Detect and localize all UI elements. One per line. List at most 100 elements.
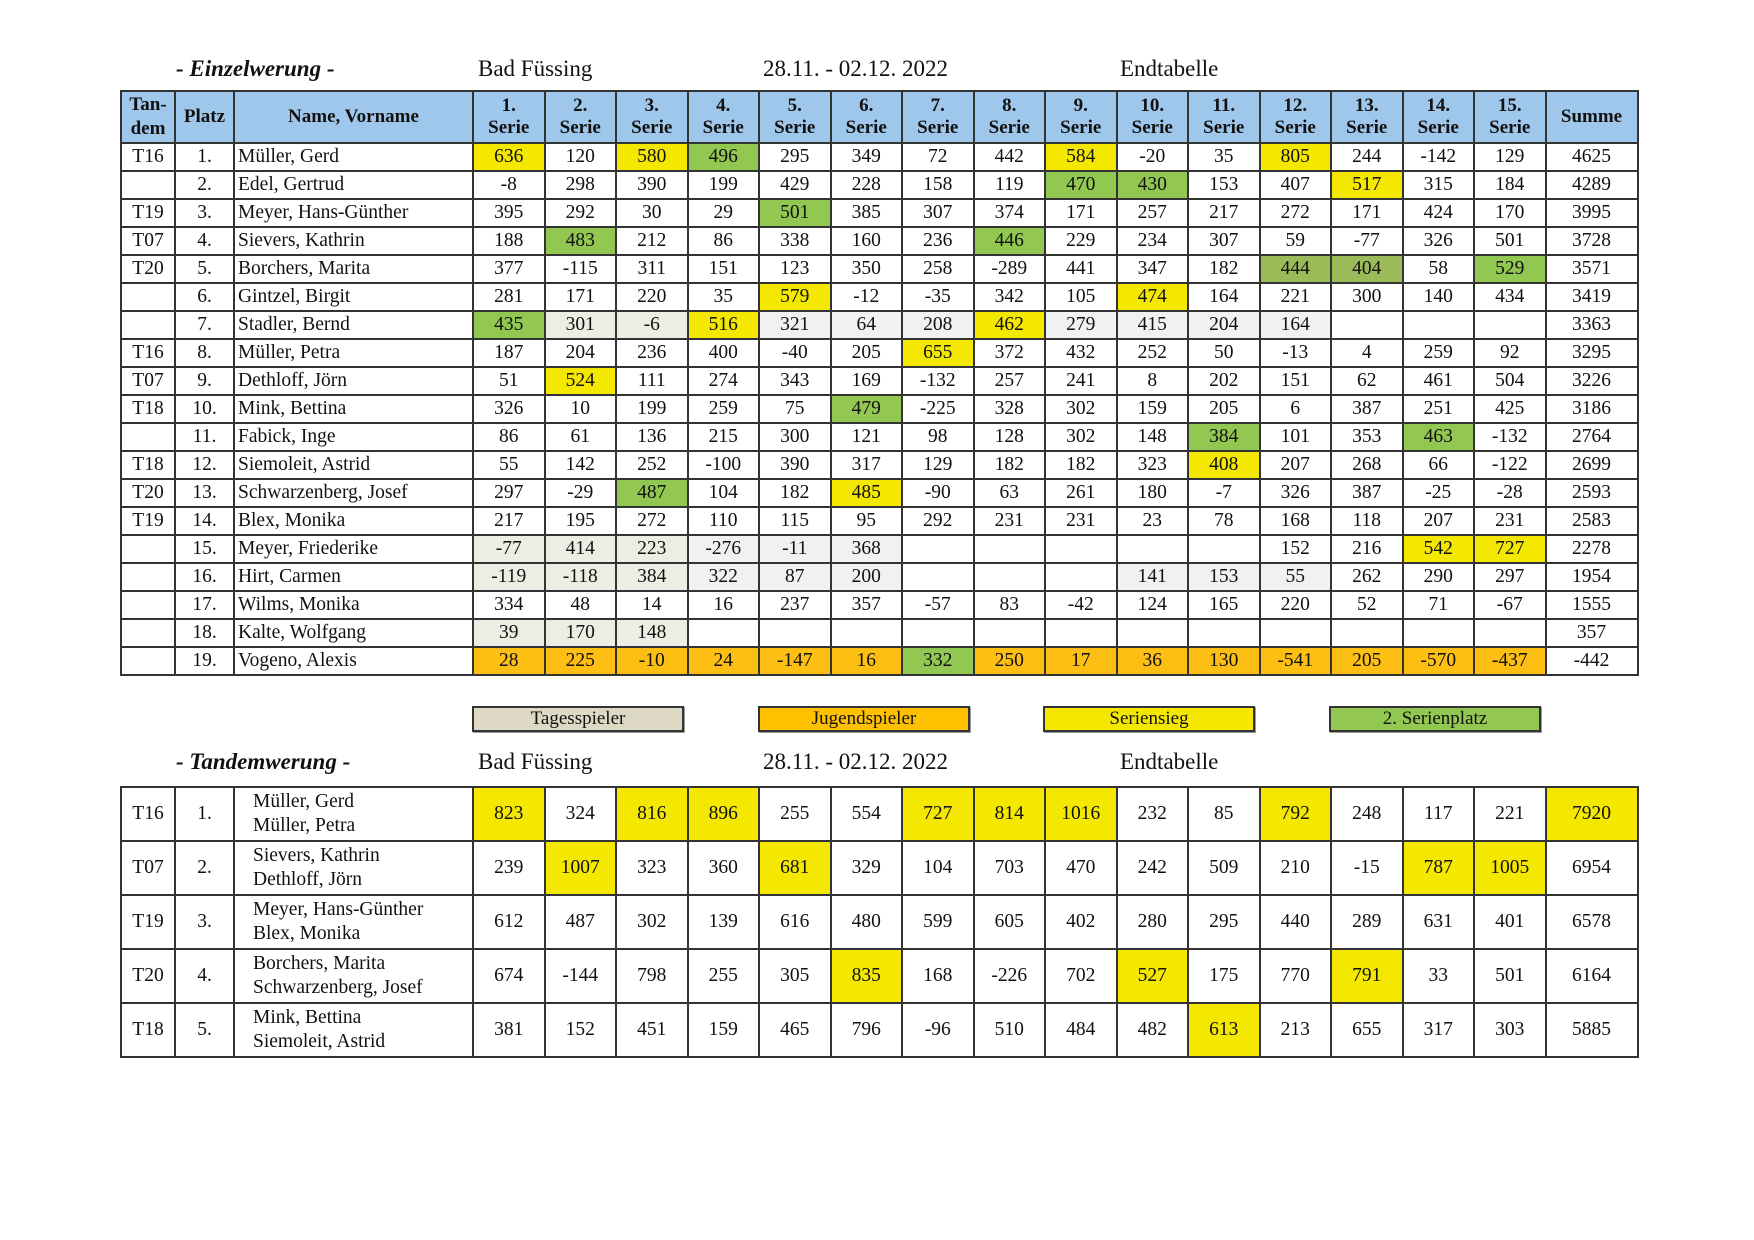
summe-cell: 3419 bbox=[1544, 282, 1639, 312]
serie-cell: 220 bbox=[1258, 590, 1332, 620]
header-serie-5: 5. Serie bbox=[758, 90, 832, 144]
summe-cell: 3728 bbox=[1544, 226, 1639, 256]
platz-cell: 3. bbox=[174, 894, 235, 950]
table-row: T16 1. Müller, Gerd 636 120 580 496 295 349 72 442… bbox=[120, 142, 1639, 172]
serie-cell: 814 bbox=[972, 786, 1046, 842]
serie-cell: 272 bbox=[1258, 198, 1332, 228]
serie-cell: 104 bbox=[901, 840, 975, 896]
serie-cell: 105 bbox=[1044, 282, 1118, 312]
serie-cell: 83 bbox=[972, 590, 1046, 620]
serie-cell: 213 bbox=[1258, 1002, 1332, 1058]
serie-cell: 338 bbox=[758, 226, 832, 256]
serie-cell: 484 bbox=[1044, 1002, 1118, 1058]
serie-cell: 298 bbox=[543, 170, 617, 200]
serie-cell: 121 bbox=[829, 422, 903, 452]
tandem-cell: T18 bbox=[120, 1002, 176, 1058]
serie-cell: 292 bbox=[543, 198, 617, 228]
serie-cell bbox=[1044, 618, 1118, 648]
serie-cell: 257 bbox=[1115, 198, 1189, 228]
serie-cell: 613 bbox=[1187, 1002, 1261, 1058]
serie-cell: 290 bbox=[1401, 562, 1475, 592]
serie-cell: 236 bbox=[615, 338, 689, 368]
serie-cell: 554 bbox=[829, 786, 903, 842]
serie-cell: 470 bbox=[1044, 840, 1118, 896]
serie-cell: 159 bbox=[1115, 394, 1189, 424]
summe-cell: -442 bbox=[1544, 646, 1639, 676]
serie-cell: 170 bbox=[1473, 198, 1547, 228]
serie-cell: 612 bbox=[472, 894, 546, 950]
tandem-cell bbox=[120, 422, 176, 452]
table-row: T07 2. Sievers, Kathrin Dethloff, Jörn 239 10… bbox=[120, 840, 1639, 896]
serie-cell: 75 bbox=[758, 394, 832, 424]
summe-cell: 3571 bbox=[1544, 254, 1639, 284]
platz-cell: 8. bbox=[174, 338, 235, 368]
serie-cell: 215 bbox=[686, 422, 760, 452]
serie-cell: 425 bbox=[1473, 394, 1547, 424]
serie-cell: 14 bbox=[615, 590, 689, 620]
serie-cell: 169 bbox=[829, 366, 903, 396]
platz-cell: 1. bbox=[174, 142, 235, 172]
tandem-section-title: - Tandemwerung - bbox=[176, 749, 351, 774]
serie-cell: -40 bbox=[758, 338, 832, 368]
serie-cell bbox=[1115, 534, 1189, 564]
summe-cell: 4289 bbox=[1544, 170, 1639, 200]
serie-cell: -132 bbox=[1473, 422, 1547, 452]
player-name: Meyer, Hans-Günther bbox=[253, 899, 424, 920]
serie-cell: 171 bbox=[1330, 198, 1404, 228]
tandem-title-line: - Tandemwerung - Bad Füssing 28.11. - 02… bbox=[0, 749, 1754, 779]
serie-cell: 140 bbox=[1401, 282, 1475, 312]
serie-cell: 329 bbox=[829, 840, 903, 896]
header-serie-word: Serie bbox=[702, 117, 744, 138]
header-serie-word: Serie bbox=[1203, 117, 1245, 138]
platz-cell: 12. bbox=[174, 450, 235, 480]
serie-cell: 281 bbox=[472, 282, 546, 312]
serie-cell: 323 bbox=[1115, 450, 1189, 480]
serie-cell: -541 bbox=[1258, 646, 1332, 676]
serie-cell: 231 bbox=[1044, 506, 1118, 536]
serie-cell: 152 bbox=[1258, 534, 1332, 564]
header-serie-9: 9. Serie bbox=[1044, 90, 1118, 144]
serie-cell: 435 bbox=[472, 310, 546, 340]
serie-cell: 8 bbox=[1115, 366, 1189, 396]
player-name: Sievers, Kathrin bbox=[253, 845, 380, 866]
serie-cell: 501 bbox=[1473, 226, 1547, 256]
serie-cell: 510 bbox=[972, 1002, 1046, 1058]
header-serie-number: 12. bbox=[1283, 95, 1308, 116]
serie-cell: 796 bbox=[829, 1002, 903, 1058]
platz-cell: 3. bbox=[174, 198, 235, 228]
tandemwertung-table: T16 1. Müller, Gerd Müller, Petra 823 324 816 8… bbox=[120, 786, 1639, 1058]
names-cell: Müller, Gerd Müller, Petra bbox=[233, 786, 474, 842]
serie-cell: 251 bbox=[1401, 394, 1475, 424]
serie-cell: 92 bbox=[1473, 338, 1547, 368]
serie-cell: 225 bbox=[543, 646, 617, 676]
serie-cell: 182 bbox=[1187, 254, 1261, 284]
summe-cell: 357 bbox=[1544, 618, 1639, 648]
serie-cell: 111 bbox=[615, 366, 689, 396]
serie-cell: 347 bbox=[1115, 254, 1189, 284]
serie-cell: 787 bbox=[1401, 840, 1475, 896]
serie-cell: 182 bbox=[972, 450, 1046, 480]
serie-cell: 257 bbox=[972, 366, 1046, 396]
serie-cell: 387 bbox=[1330, 394, 1404, 424]
header-serie-number: 2. bbox=[573, 95, 588, 116]
serie-cell: 229 bbox=[1044, 226, 1118, 256]
names-cell: Borchers, Marita Schwarzenberg, Josef bbox=[233, 948, 474, 1004]
summe-cell: 3226 bbox=[1544, 366, 1639, 396]
serie-cell: 509 bbox=[1187, 840, 1261, 896]
serie-cell: -142 bbox=[1401, 142, 1475, 172]
header-serie-number: 7. bbox=[930, 95, 945, 116]
legend-item: Tagesspieler bbox=[472, 706, 684, 732]
header-serie-number: 10. bbox=[1140, 95, 1165, 116]
serie-cell: -100 bbox=[686, 450, 760, 480]
serie-cell: 501 bbox=[1473, 948, 1547, 1004]
platz-cell: 5. bbox=[174, 1002, 235, 1058]
serie-cell: 168 bbox=[901, 948, 975, 1004]
legend-item: Seriensieg bbox=[1043, 706, 1255, 732]
serie-cell: 580 bbox=[615, 142, 689, 172]
name-cell: Dethloff, Jörn bbox=[233, 366, 474, 396]
table-row: T20 5. Borchers, Marita 377 -115 311 151 123 350… bbox=[120, 254, 1639, 284]
serie-cell: 343 bbox=[758, 366, 832, 396]
header-serie-3: 3. Serie bbox=[615, 90, 689, 144]
serie-cell: -25 bbox=[1401, 478, 1475, 508]
table-row: T18 5. Mink, Bettina Siemoleit, Astrid 381 15… bbox=[120, 1002, 1639, 1058]
